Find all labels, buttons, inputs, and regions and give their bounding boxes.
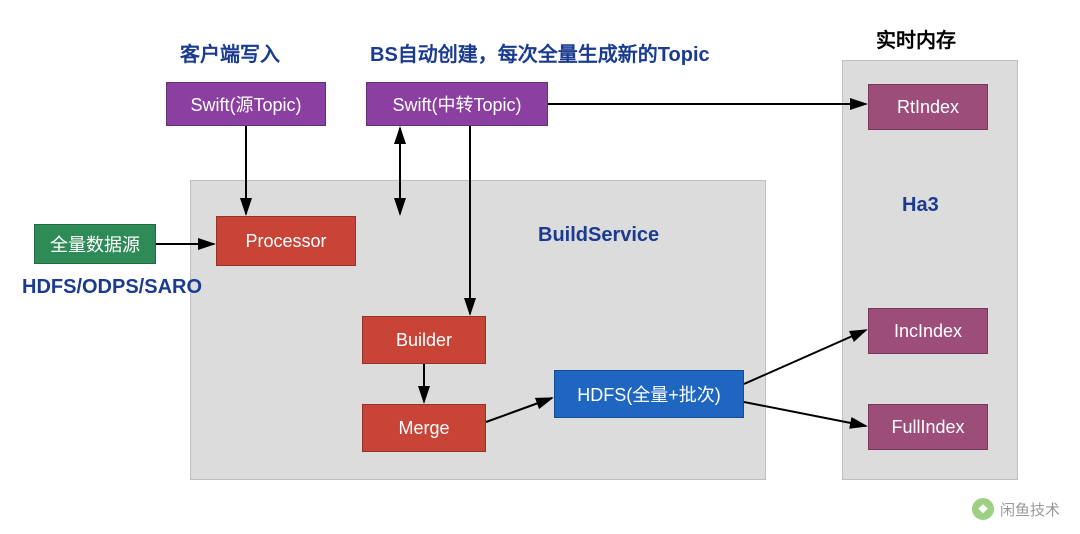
watermark: ❖ 闲鱼技术 bbox=[972, 498, 1060, 520]
title-realtime-mem: 实时内存 bbox=[876, 24, 956, 53]
node-merge: Merge bbox=[362, 404, 486, 452]
title-client-write: 客户端写入 bbox=[180, 38, 280, 67]
title-ha3: Ha3 bbox=[902, 194, 939, 217]
node-full-src: 全量数据源 bbox=[34, 224, 156, 264]
title-hdfs-odps: HDFS/ODPS/SARO bbox=[22, 276, 202, 299]
title-build-service: BuildService bbox=[538, 224, 659, 247]
node-rtindex: RtIndex bbox=[868, 84, 988, 130]
watermark-text: 闲鱼技术 bbox=[1000, 499, 1060, 520]
node-processor: Processor bbox=[216, 216, 356, 266]
node-incindex: IncIndex bbox=[868, 308, 988, 354]
node-swift-relay: Swift(中转Topic) bbox=[366, 82, 548, 126]
node-swift-src: Swift(源Topic) bbox=[166, 82, 326, 126]
node-hdfs: HDFS(全量+批次) bbox=[554, 370, 744, 418]
title-bs-auto: BS自动创建，每次全量生成新的Topic bbox=[370, 38, 710, 67]
node-fullindex: FullIndex bbox=[868, 404, 988, 450]
node-builder: Builder bbox=[362, 316, 486, 364]
wechat-icon: ❖ bbox=[972, 498, 994, 520]
